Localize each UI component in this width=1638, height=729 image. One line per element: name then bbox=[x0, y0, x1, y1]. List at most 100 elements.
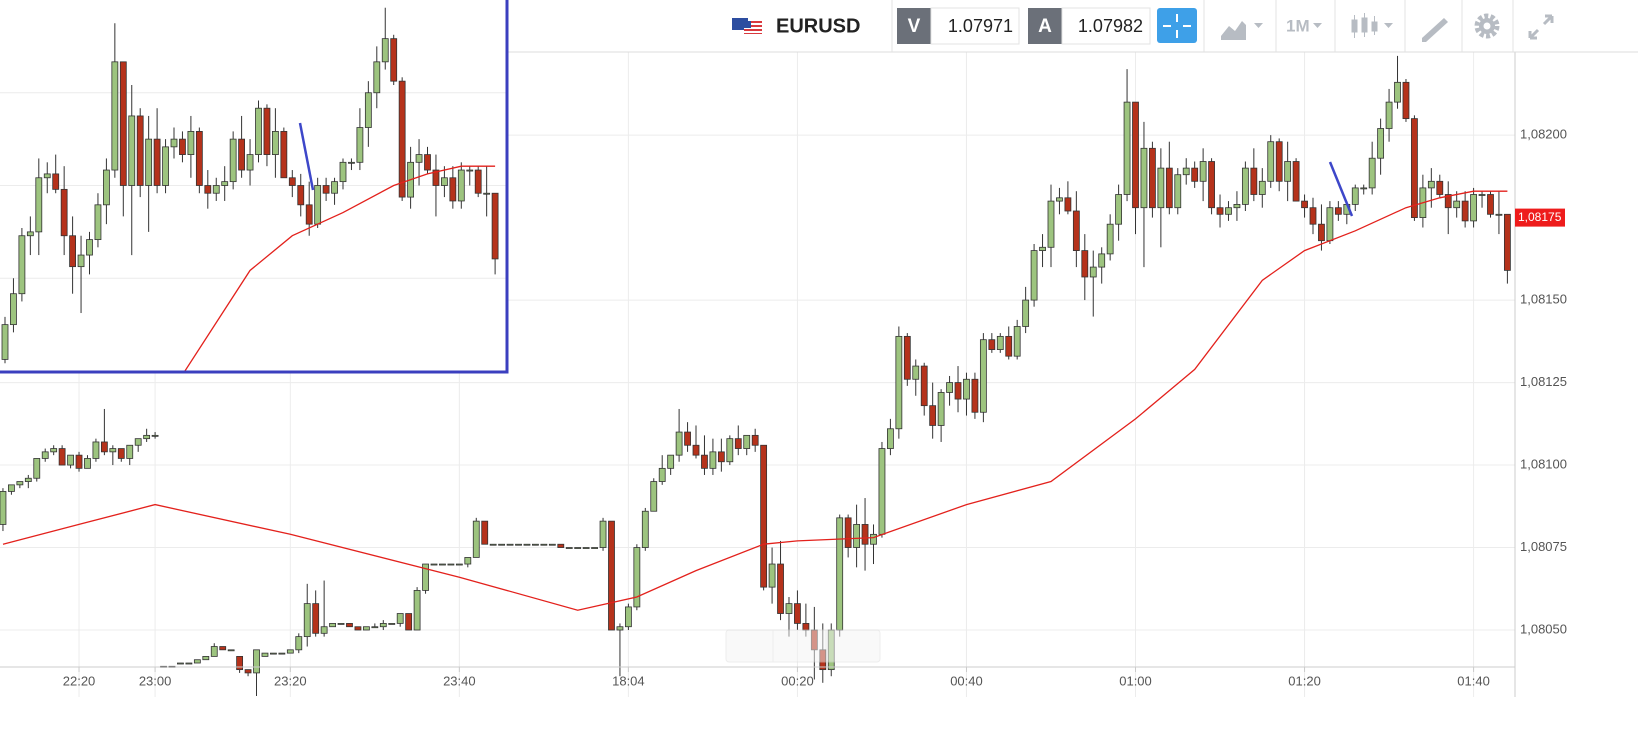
flag-icon bbox=[732, 18, 762, 34]
candle-body-up bbox=[1284, 161, 1292, 182]
candle-body-down bbox=[1081, 250, 1089, 278]
candle-body-down bbox=[760, 444, 768, 588]
candle-body-down bbox=[280, 130, 288, 179]
candle-body-down bbox=[802, 623, 810, 631]
indicator-button[interactable] bbox=[1221, 21, 1263, 40]
candle-body-up bbox=[1047, 200, 1055, 248]
candle-body-up bbox=[912, 365, 920, 380]
candle-body-up bbox=[633, 547, 641, 608]
candle-body-up bbox=[455, 563, 463, 566]
candle-body-up bbox=[151, 434, 159, 437]
candle-body-down bbox=[263, 107, 271, 155]
price-marker bbox=[1515, 208, 1565, 227]
ask-box bbox=[1061, 7, 1151, 45]
candle-body-up bbox=[371, 626, 379, 629]
timeframe-arrow[interactable] bbox=[1313, 23, 1322, 28]
chart-type-button[interactable] bbox=[1351, 13, 1393, 38]
candle-body-up bbox=[396, 613, 404, 624]
candle-body-up bbox=[246, 154, 254, 171]
candle-body-down bbox=[954, 382, 962, 400]
y-tick-label: 1,08050 bbox=[1520, 621, 1567, 636]
bid-button[interactable] bbox=[897, 8, 931, 44]
candle-body-up bbox=[329, 623, 336, 628]
candle-body-up bbox=[641, 510, 649, 548]
candle-body-up bbox=[364, 92, 372, 128]
fullscreen-button[interactable] bbox=[1528, 14, 1554, 40]
ask-button[interactable] bbox=[1028, 8, 1062, 44]
candle-body-up bbox=[286, 649, 294, 654]
candle-body-down bbox=[204, 185, 212, 194]
candle-body-down bbox=[1250, 167, 1258, 195]
x-tick-label: 22:20 bbox=[63, 673, 96, 688]
scroll-widget[interactable] bbox=[725, 629, 881, 663]
candle-body-up bbox=[675, 431, 683, 456]
candle-body-up bbox=[658, 467, 666, 482]
crosshair-button[interactable] bbox=[1157, 8, 1197, 43]
candle-body-up bbox=[768, 563, 776, 588]
candle-body-up bbox=[457, 169, 465, 202]
candle-body-down bbox=[751, 434, 759, 446]
candle-body-up bbox=[1030, 250, 1038, 301]
candle-body-up bbox=[1360, 187, 1368, 190]
candle-body-up bbox=[362, 626, 370, 631]
y-tick-label: 1,08125 bbox=[1520, 374, 1567, 389]
candle-body-up bbox=[466, 169, 474, 172]
candle-body-up bbox=[295, 636, 303, 651]
candle-body-up bbox=[1098, 253, 1106, 268]
candle-body-down bbox=[312, 603, 320, 634]
symbol[interactable]: EURUSD bbox=[776, 15, 860, 37]
candle-body-up bbox=[1106, 223, 1114, 255]
candle-body-down bbox=[903, 335, 911, 380]
timeframe[interactable]: 1M bbox=[1286, 16, 1310, 35]
candle-body-up bbox=[388, 623, 396, 625]
y-tick-label: 1,08075 bbox=[1520, 539, 1567, 554]
candle-body-up bbox=[8, 484, 15, 492]
candle-body-up bbox=[193, 659, 201, 664]
candle-body-down bbox=[929, 405, 937, 426]
y-tick-label: 1,08100 bbox=[1520, 456, 1567, 471]
candle-body-up bbox=[1453, 200, 1461, 209]
candle-body-up bbox=[356, 127, 364, 163]
candle-body-up bbox=[1385, 101, 1393, 129]
candle-body-up bbox=[303, 603, 311, 638]
candle-body-down bbox=[354, 626, 362, 631]
candle-body-up bbox=[177, 662, 184, 665]
candle-body-down bbox=[398, 80, 406, 198]
candle-body-up bbox=[212, 185, 220, 194]
candle-body-down bbox=[424, 154, 431, 171]
candle-body-down bbox=[390, 38, 398, 82]
draw-button[interactable] bbox=[1422, 18, 1448, 42]
inset-panel bbox=[0, 0, 509, 374]
candle-body-up bbox=[532, 543, 539, 546]
candle-body-up bbox=[314, 185, 322, 225]
candle-body-down bbox=[608, 520, 615, 631]
x-tick-label: 23:20 bbox=[274, 673, 307, 688]
candle-body-up bbox=[1140, 147, 1148, 209]
candle-body-up bbox=[339, 161, 347, 183]
candle-body-up bbox=[24, 477, 32, 482]
candle-body-down bbox=[449, 177, 457, 202]
candle-body-up bbox=[422, 563, 429, 591]
candle-body-down bbox=[1436, 180, 1444, 195]
candle-body-down bbox=[1334, 207, 1342, 215]
candle-body-up bbox=[472, 520, 480, 558]
bid-label: V bbox=[908, 16, 921, 37]
x-tick-label: 23:00 bbox=[139, 673, 172, 688]
candle-body-up bbox=[447, 563, 455, 566]
settings-button[interactable] bbox=[1474, 13, 1500, 39]
candle-body-down bbox=[794, 603, 801, 624]
candle-body-down bbox=[238, 138, 246, 171]
candle-body-up bbox=[1039, 246, 1046, 251]
candle-body-down bbox=[1444, 194, 1452, 209]
candle-body-up bbox=[134, 438, 142, 446]
candle-body-up bbox=[1013, 326, 1021, 357]
candle-body-up bbox=[67, 454, 74, 466]
candle-body-up bbox=[464, 557, 472, 565]
candle-body-down bbox=[69, 235, 76, 268]
candle-body-up bbox=[77, 254, 85, 268]
candle-body-down bbox=[557, 543, 565, 548]
candle-body-up bbox=[92, 441, 100, 459]
candle-body-up bbox=[1182, 167, 1190, 176]
candle-body-up bbox=[320, 626, 328, 634]
candle-body-up bbox=[489, 543, 497, 546]
